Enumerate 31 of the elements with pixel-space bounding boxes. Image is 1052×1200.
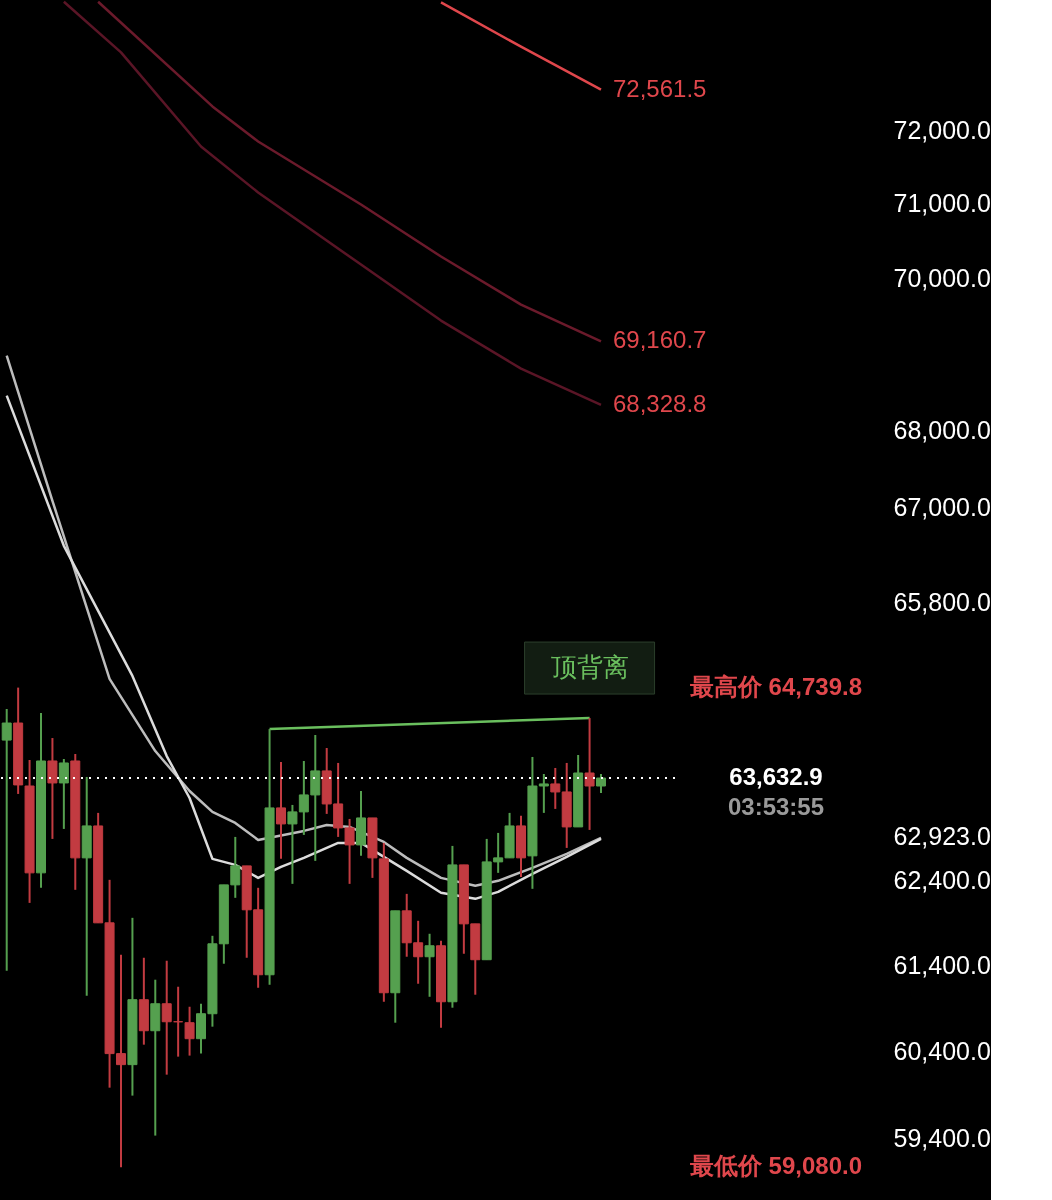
line-series [62, 0, 603, 407]
y-tick-label: 59,400.0 [893, 1124, 991, 1153]
y-tick-label: 65,800.0 [893, 587, 991, 616]
data-label: 68,328.8 [613, 389, 707, 417]
candlestick [58, 758, 69, 830]
y-tick-label: 68,000.0 [893, 415, 991, 444]
y-tick-label: 61,400.0 [893, 950, 991, 979]
data-label: 69,160.7 [613, 326, 707, 354]
candlestick [596, 772, 606, 794]
annotation: 最高价 64,739.8 [688, 672, 863, 700]
y-tick-label: 62,400.0 [893, 866, 991, 895]
annotation: 最低价 59,080.0 [688, 1152, 863, 1180]
y-tick-label: 72,000.0 [893, 115, 991, 144]
line-series [96, 0, 603, 343]
y-tick-label: 67,000.0 [893, 493, 991, 522]
candlestick [276, 760, 286, 860]
data-label: 72,561.5 [613, 74, 707, 102]
ref-line-label: 63,632.9 [729, 763, 823, 791]
candlestick [584, 717, 595, 831]
candlestick [424, 932, 435, 998]
y-tick-label: 62,923.0 [893, 822, 991, 851]
candlestick [47, 737, 58, 840]
candlestick [550, 766, 561, 810]
annotation: 03:53:55 [727, 793, 825, 821]
y-tick-label: 71,000.0 [893, 189, 991, 218]
candlestick [161, 959, 172, 1076]
candlestick [1, 708, 12, 972]
y-tick-label: 60,400.0 [893, 1036, 991, 1065]
y-tick-label: 70,000.0 [893, 263, 991, 292]
series-label: 顶背离 [550, 652, 629, 683]
candlestick [184, 1005, 195, 1057]
